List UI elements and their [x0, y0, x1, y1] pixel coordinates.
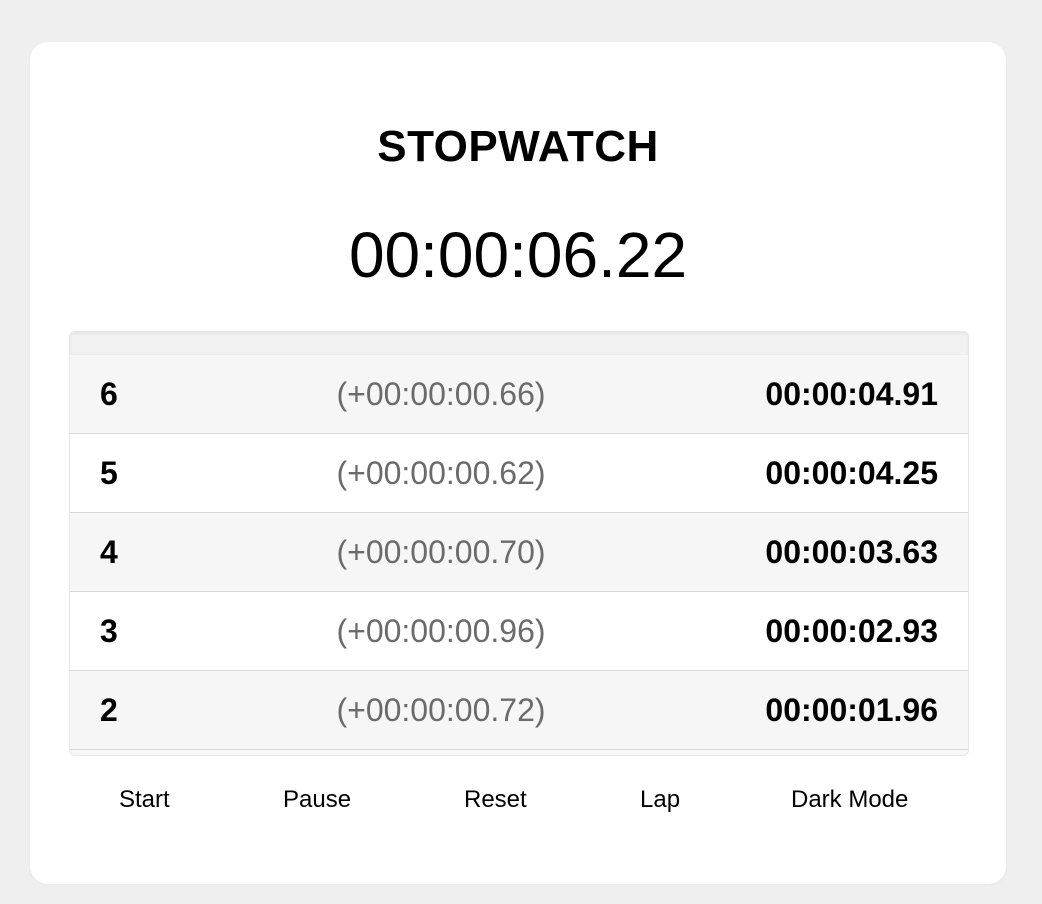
- lap-split-time: (+00:00:00.70): [336, 533, 546, 570]
- lap-button[interactable]: Lap: [640, 784, 680, 816]
- lap-list-header: [70, 332, 968, 355]
- lap-total-time: 00:00:02.93: [765, 612, 938, 649]
- lap-row: 4 (+00:00:00.70) 00:00:03.63: [70, 513, 968, 592]
- lap-row: 2 (+00:00:00.72) 00:00:01.96: [70, 671, 968, 750]
- lap-row: 6 (+00:00:00.66) 00:00:04.91: [70, 355, 968, 434]
- lap-number: 2: [100, 691, 118, 728]
- lap-number: 3: [100, 612, 118, 649]
- lap-row: 5 (+00:00:00.62) 00:00:04.25: [70, 434, 968, 513]
- lap-total-time: 00:00:04.91: [765, 375, 938, 412]
- dark-mode-button[interactable]: Dark Mode: [791, 784, 908, 816]
- lap-split-time: (+00:00:00.72): [336, 691, 546, 728]
- stopwatch-card: STOPWATCH 00:00:06.22 6 (+00:00:00.66) 0…: [30, 42, 1006, 884]
- lap-split-time: (+00:00:00.66): [336, 375, 546, 412]
- lap-total-time: 00:00:03.63: [765, 533, 938, 570]
- pause-button[interactable]: Pause: [283, 784, 351, 816]
- lap-list[interactable]: 6 (+00:00:00.66) 00:00:04.91 5 (+00:00:0…: [69, 331, 969, 756]
- elapsed-time-display: 00:00:06.22: [348, 219, 688, 291]
- lap-split-time: (+00:00:00.96): [336, 612, 546, 649]
- controls-bar: Start Pause Reset Lap Dark Mode: [30, 784, 1006, 824]
- lap-split-time: (+00:00:00.62): [336, 454, 546, 491]
- lap-total-time: 00:00:01.96: [765, 691, 938, 728]
- reset-button[interactable]: Reset: [464, 784, 527, 816]
- lap-row: 3 (+00:00:00.96) 00:00:02.93: [70, 592, 968, 671]
- lap-number: 4: [100, 533, 118, 570]
- start-button[interactable]: Start: [119, 784, 170, 816]
- lap-total-time: 00:00:04.25: [765, 454, 938, 491]
- lap-number: 5: [100, 454, 118, 491]
- lap-number: 6: [100, 375, 118, 412]
- page-title: STOPWATCH: [377, 122, 659, 171]
